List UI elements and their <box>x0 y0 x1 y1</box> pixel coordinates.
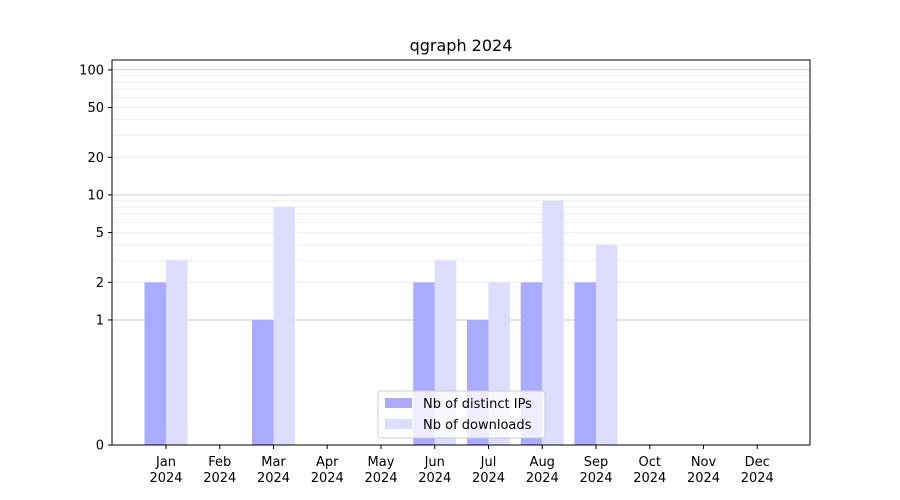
x-tick-label-year: 2024 <box>149 471 182 486</box>
x-tick-label-month: Apr <box>316 455 339 470</box>
x-tick-label-year: 2024 <box>526 471 559 486</box>
x-tick-label-month: Jan <box>155 455 176 470</box>
y-tick-label: 20 <box>87 151 104 166</box>
bar-distinct-ips-jan <box>144 282 166 445</box>
x-tick-label-month: Oct <box>639 455 661 470</box>
x-tick-label-year: 2024 <box>472 471 505 486</box>
x-tick-label-year: 2024 <box>364 471 397 486</box>
y-tick-label: 10 <box>87 188 104 203</box>
x-tick-label-month: Feb <box>208 455 231 470</box>
x-tick-label-year: 2024 <box>311 471 344 486</box>
y-tick-label: 2 <box>96 276 104 291</box>
x-tick-label-month: Sep <box>584 455 609 470</box>
y-tick-label: 0 <box>96 439 104 454</box>
bar-distinct-ips-sep <box>574 282 596 445</box>
x-tick-label-month: Jun <box>424 455 445 470</box>
bar-downloads-aug <box>542 200 564 445</box>
x-tick-label-month: Mar <box>261 455 286 470</box>
x-tick-label-year: 2024 <box>203 471 236 486</box>
x-tick-label-year: 2024 <box>579 471 612 486</box>
y-tick-label: 50 <box>87 101 104 116</box>
x-tick-label-year: 2024 <box>687 471 720 486</box>
legend: Nb of distinct IPs Nb of downloads <box>377 390 546 439</box>
grid-lines <box>112 69 810 321</box>
legend-swatch-distinct-ips <box>385 398 412 408</box>
y-tick-label: 5 <box>96 226 104 241</box>
y-tick-label: 1 <box>96 313 104 328</box>
x-tick-label-month: Nov <box>691 455 717 470</box>
x-tick-label-year: 2024 <box>418 471 451 486</box>
bar-downloads-jan <box>166 260 188 445</box>
chart-title: qgraph 2024 <box>410 36 513 55</box>
bar-downloads-sep <box>596 244 618 445</box>
legend-label-downloads: Nb of downloads <box>423 418 532 433</box>
plot-frame <box>111 59 811 446</box>
x-tick-label-month: May <box>368 455 395 470</box>
x-tick-label-year: 2024 <box>257 471 290 486</box>
x-tick-label-month: Aug <box>530 455 555 470</box>
x-tick-label-month: Jul <box>480 455 497 470</box>
x-axis: Jan2024Feb2024Mar2024Apr2024May2024Jun20… <box>149 445 774 486</box>
x-tick-label-month: Dec <box>745 455 770 470</box>
bar-distinct-ips-mar <box>252 319 274 445</box>
legend-label-distinct-ips: Nb of distinct IPs <box>423 397 532 412</box>
legend-frame <box>377 390 546 439</box>
legend-swatch-downloads <box>385 419 412 429</box>
bar-downloads-mar <box>273 207 295 445</box>
y-axis: 0 1 2 5 10 20 50 100 <box>79 63 112 454</box>
x-tick-label-year: 2024 <box>741 471 774 486</box>
y-tick-label: 100 <box>79 63 104 78</box>
x-tick-label-year: 2024 <box>633 471 666 486</box>
